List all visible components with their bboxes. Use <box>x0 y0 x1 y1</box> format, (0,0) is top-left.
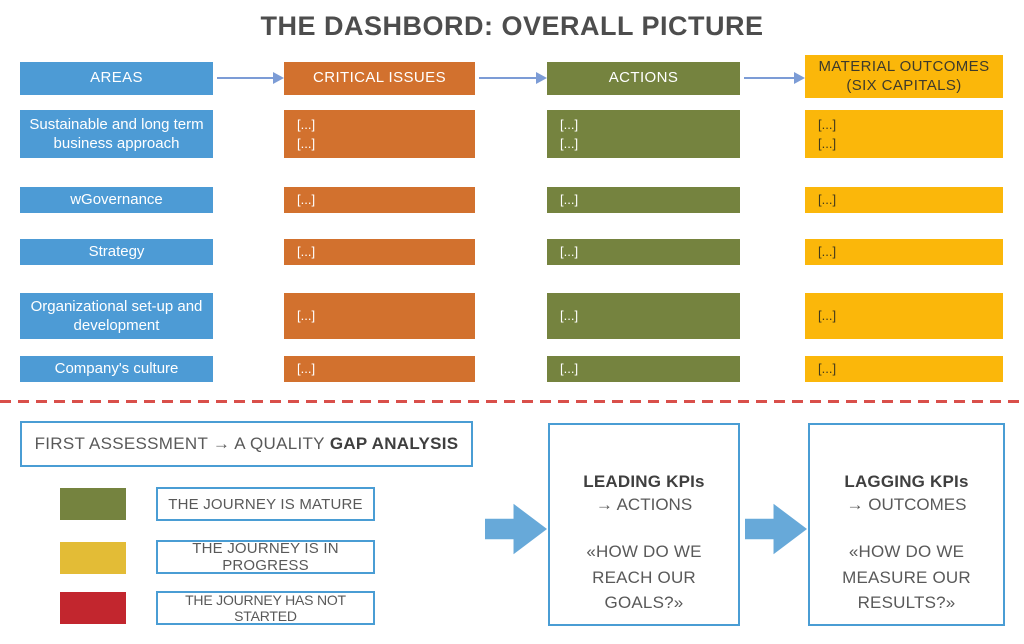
kpi-box-leading: LEADING KPIs → ACTIONS «HOW DO WE REACH … <box>548 423 740 626</box>
assessment-bold-text: GAP ANALYSIS <box>329 434 459 453</box>
area-label-organizational: Organizational set-up and development <box>20 293 213 339</box>
outcomes-cell: [...] [...] <box>805 110 1003 158</box>
assessment-text: FIRST ASSESSMENT → A QUALITY <box>34 434 325 453</box>
critical-issues-cell: [...] <box>284 239 475 265</box>
outcomes-cell: [...] <box>805 187 1003 213</box>
kpi-question: «HOW DO WE REACH OUR GOALS?» <box>586 542 702 612</box>
critical-issues-cell: [...] <box>284 356 475 382</box>
actions-cell: [...] <box>547 187 740 213</box>
flow-arrow-icon <box>217 72 284 84</box>
actions-cell: [...] <box>547 239 740 265</box>
kpi-subtitle: → OUTCOMES <box>846 495 967 514</box>
outcomes-cell: [...] <box>805 293 1003 339</box>
flow-arrow-icon <box>744 72 805 84</box>
legend-label-not-started: THE JOURNEY HAS NOT STARTED <box>156 591 375 625</box>
outcomes-cell: [...] <box>805 356 1003 382</box>
area-label-sustainable: Sustainable and long term business appro… <box>20 110 213 158</box>
column-header-critical-issues: CRITICAL ISSUES <box>284 62 475 95</box>
legend-swatch-not-started <box>60 592 126 624</box>
kpi-subtitle: → ACTIONS <box>595 495 693 514</box>
kpi-box-lagging: LAGGING KPIs → OUTCOMES «HOW DO WE MEASU… <box>808 423 1005 626</box>
assessment-box: FIRST ASSESSMENT → A QUALITY GAP ANALYSI… <box>20 421 473 467</box>
legend-label-mature: THE JOURNEY IS MATURE <box>156 487 375 521</box>
legend-swatch-in-progress <box>60 542 126 574</box>
kpi-title: LAGGING KPIs <box>844 472 969 491</box>
separator-dashed-line <box>0 400 1024 403</box>
kpi-question: «HOW DO WE MEASURE OUR RESULTS?» <box>842 542 971 612</box>
critical-issues-cell: [...] [...] <box>284 110 475 158</box>
area-label-governance: wGovernance <box>20 187 213 213</box>
column-header-actions: ACTIONS <box>547 62 740 95</box>
actions-cell: [...] <box>547 356 740 382</box>
big-arrow-icon <box>485 503 547 555</box>
area-label-culture: Company's culture <box>20 356 213 382</box>
actions-cell: [...] <box>547 293 740 339</box>
legend-label-in-progress: THE JOURNEY IS IN PROGRESS <box>156 540 375 574</box>
outcomes-cell: [...] <box>805 239 1003 265</box>
critical-issues-cell: [...] <box>284 293 475 339</box>
big-arrow-icon <box>745 503 807 555</box>
critical-issues-cell: [...] <box>284 187 475 213</box>
kpi-title: LEADING KPIs <box>583 472 705 491</box>
column-header-areas: AREAS <box>20 62 213 95</box>
page-title: THE DASHBORD: OVERALL PICTURE <box>260 11 764 41</box>
flow-arrow-icon <box>479 72 547 84</box>
actions-cell: [...] [...] <box>547 110 740 158</box>
area-label-strategy: Strategy <box>20 239 213 265</box>
column-header-material-outcomes: MATERIAL OUTCOMES (SIX CAPITALS) <box>805 55 1003 98</box>
legend-swatch-mature <box>60 488 126 520</box>
